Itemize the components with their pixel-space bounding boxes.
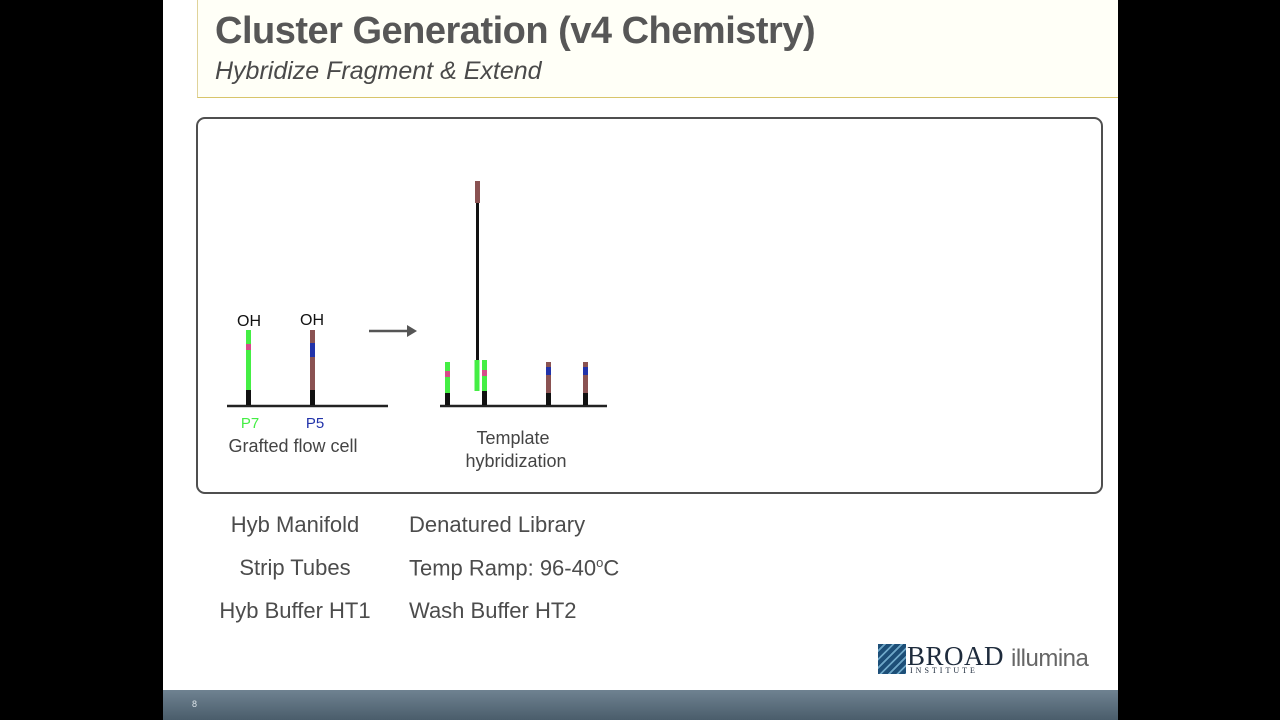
material-temp-ramp: Temp Ramp: 96-40oC: [409, 555, 619, 581]
temp-ramp-text: Temp Ramp: 96-40: [409, 555, 597, 581]
material-strip-tubes: Strip Tubes: [239, 555, 351, 580]
material-wash-buffer: Wash Buffer HT2: [409, 598, 577, 623]
diagram-frame: [196, 117, 1103, 494]
material-denatured-library: Denatured Library: [409, 512, 586, 537]
temp-ramp-unit: C: [603, 555, 620, 581]
logos: BROAD INSTITUTE illumina: [876, 641, 1106, 678]
title-box: [197, 0, 1118, 98]
illumina-logo: illumina: [1011, 645, 1089, 672]
footer-bar: 8: [163, 690, 1118, 720]
broad-logo-subtext: INSTITUTE: [910, 666, 978, 675]
slide-subtitle: Hybridize Fragment & Extend: [215, 57, 542, 85]
material-hyb-manifold: Hyb Manifold: [230, 512, 360, 537]
broad-logo-icon: [878, 644, 906, 674]
material-hyb-buffer: Hyb Buffer HT1: [219, 598, 371, 623]
temp-ramp-degree: o: [596, 555, 604, 570]
broad-logo-text: BROAD: [907, 641, 1005, 671]
slide: Cluster Generation (v4 Chemistry) Hybrid…: [163, 0, 1118, 720]
page-number: 8: [192, 699, 198, 709]
slide-title: Cluster Generation (v4 Chemistry): [215, 10, 816, 52]
